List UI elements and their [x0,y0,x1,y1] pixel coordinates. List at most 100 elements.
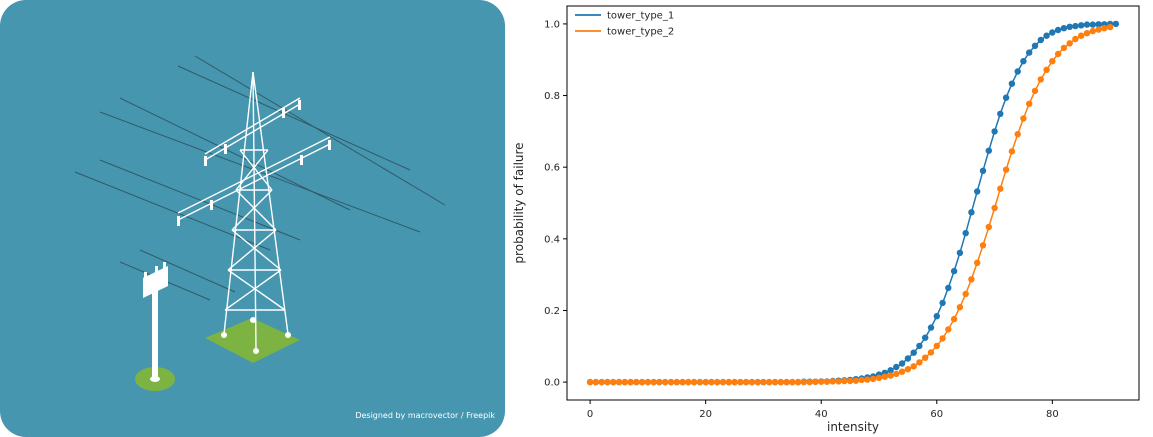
legend: tower_type_1 tower_type_2 [575,11,674,38]
data-point [1014,131,1021,138]
data-point [956,249,964,256]
data-point [1083,21,1091,28]
data-point [945,326,952,333]
data-point [598,378,605,386]
data-point [777,378,784,386]
data-point [1066,23,1073,30]
data-point [760,378,767,386]
plot-area-frame [566,5,1140,401]
data-point [991,204,998,212]
power-lines [74,55,446,301]
data-point [1060,25,1068,32]
data-point [592,378,600,386]
data-point [887,372,894,379]
y-tick-label: 0.0 [544,378,560,389]
data-point [1066,40,1073,47]
illustration-panel: Designed by macrovector / Freepik [0,0,505,437]
data-point [945,284,952,292]
y-tick-label: 0.2 [544,306,560,317]
data-point [910,363,917,370]
data-point [835,378,842,385]
data-point [685,378,692,386]
data-point [829,378,836,385]
data-point [1026,100,1033,108]
data-point [1078,22,1085,29]
data-point [858,376,865,384]
insulators [177,100,331,354]
x-tick-label: 60 [930,409,943,420]
data-point [1112,20,1120,28]
series-layer [586,20,1120,386]
data-point [742,378,750,386]
data-point [997,110,1004,118]
data-point [1031,42,1039,49]
data-point [696,378,704,386]
data-point [916,359,923,366]
data-point [627,378,634,386]
data-point [667,378,675,386]
image-credit: Designed by macrovector / Freepik [355,411,495,420]
y-axis-label: probability of failure [512,142,526,263]
y-tick-label: 0.6 [544,163,560,174]
data-point [956,304,964,311]
data-point [719,378,727,386]
data-point [870,375,877,383]
data-point [1089,27,1096,35]
data-point [1008,148,1016,155]
data-point [898,360,906,367]
legend-label: tower_type_2 [607,27,674,38]
data-point [615,378,623,386]
data-point [662,378,669,386]
data-point [933,342,940,350]
chart-panel: 0 20 40 60 80 0.0 0.2 0.4 0.6 0.8 1.0 intensity pr… [505,0,1153,437]
data-point [922,334,929,341]
data-point [725,378,732,386]
data-point [783,378,790,386]
data-point [1106,23,1114,31]
axis-ticks: 0 20 40 60 80 0.0 0.2 0.4 0.6 0.8 1.0 [544,19,1059,420]
data-point [638,378,646,386]
data-point [586,378,594,386]
data-point [1072,35,1079,43]
data-point [979,242,987,249]
data-point [1101,25,1108,32]
data-point [927,349,935,356]
data-point [656,378,663,386]
data-point [904,355,912,362]
data-point [939,335,946,342]
data-point [1020,58,1027,65]
data-point [962,229,969,237]
data-point [800,378,808,386]
data-point [898,368,906,375]
data-point [974,188,981,195]
data-point [789,378,796,386]
data-point [1043,32,1050,39]
y-tick-label: 1.0 [544,19,560,30]
data-point [997,185,1004,192]
data-point [702,378,709,386]
x-tick-label: 0 [587,409,593,420]
data-point [708,378,715,386]
data-point [1095,26,1102,33]
data-point [950,267,958,275]
data-point [766,378,773,386]
data-point [1049,29,1056,36]
data-point [852,377,860,384]
data-point [933,313,940,320]
data-point [950,315,958,323]
data-point [939,299,946,307]
data-point [1020,115,1027,122]
data-point [985,223,992,231]
data-point [679,378,686,386]
data-point [974,259,981,266]
data-point [823,378,831,385]
data-point [621,378,628,386]
y-tick-label: 0.8 [544,91,560,102]
data-point [812,378,819,385]
power-tower-illustration [74,55,446,391]
data-point [979,167,987,174]
data-point [650,378,657,386]
data-point [968,276,975,283]
data-point [771,378,779,386]
data-point [1031,87,1039,95]
